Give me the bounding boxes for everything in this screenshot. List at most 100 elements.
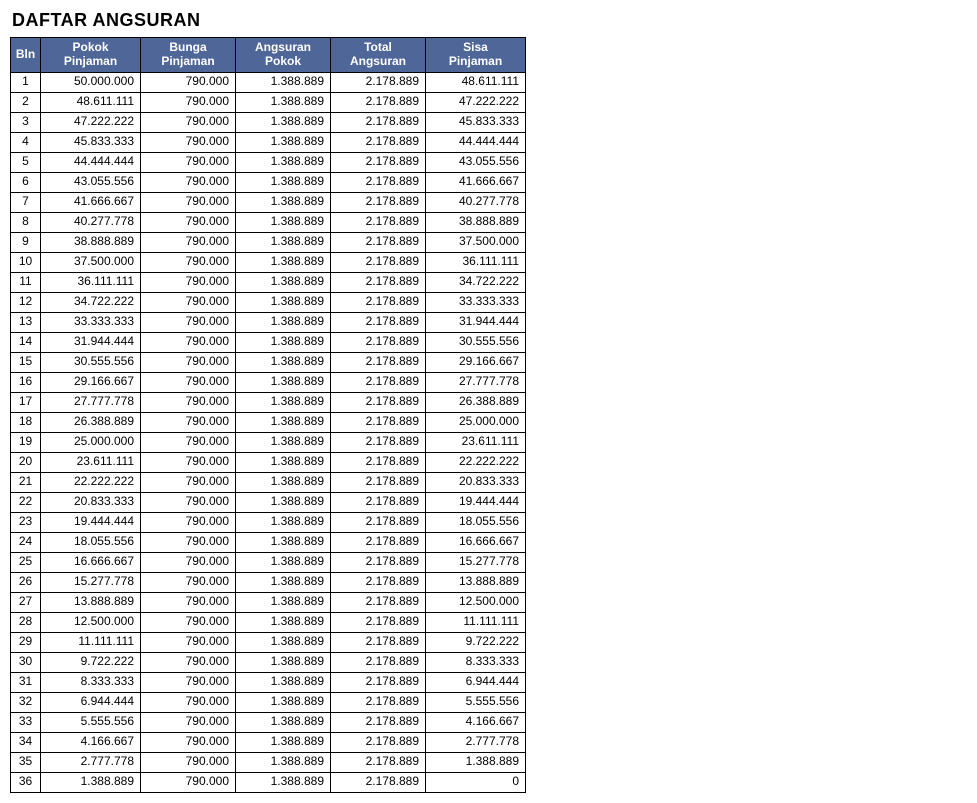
table-row: 318.333.333790.0001.388.8892.178.8896.94…: [11, 672, 526, 692]
cell-total_angsuran: 2.178.889: [331, 732, 426, 752]
cell-sisa_pinjaman: 11.111.111: [426, 612, 526, 632]
cell-total_angsuran: 2.178.889: [331, 352, 426, 372]
cell-sisa_pinjaman: 18.055.556: [426, 512, 526, 532]
cell-sisa_pinjaman: 27.777.778: [426, 372, 526, 392]
cell-bln: 3: [11, 112, 41, 132]
cell-angsuran_pokok: 1.388.889: [236, 572, 331, 592]
table-row: 1431.944.444790.0001.388.8892.178.88930.…: [11, 332, 526, 352]
cell-bln: 35: [11, 752, 41, 772]
cell-pokok_pinjaman: 30.555.556: [41, 352, 141, 372]
cell-bln: 22: [11, 492, 41, 512]
cell-total_angsuran: 2.178.889: [331, 592, 426, 612]
cell-sisa_pinjaman: 12.500.000: [426, 592, 526, 612]
cell-bunga_pinjaman: 790.000: [141, 292, 236, 312]
table-row: 2713.888.889790.0001.388.8892.178.88912.…: [11, 592, 526, 612]
cell-bunga_pinjaman: 790.000: [141, 392, 236, 412]
cell-sisa_pinjaman: 22.222.222: [426, 452, 526, 472]
amortization-table: Bln Pokok Pinjaman Bunga Pinjaman Angsur…: [10, 37, 526, 793]
cell-angsuran_pokok: 1.388.889: [236, 112, 331, 132]
cell-sisa_pinjaman: 13.888.889: [426, 572, 526, 592]
table-row: 2812.500.000790.0001.388.8892.178.88911.…: [11, 612, 526, 632]
cell-sisa_pinjaman: 19.444.444: [426, 492, 526, 512]
cell-bln: 5: [11, 152, 41, 172]
cell-angsuran_pokok: 1.388.889: [236, 632, 331, 652]
cell-bln: 11: [11, 272, 41, 292]
cell-pokok_pinjaman: 34.722.222: [41, 292, 141, 312]
cell-total_angsuran: 2.178.889: [331, 532, 426, 552]
cell-angsuran_pokok: 1.388.889: [236, 612, 331, 632]
cell-bunga_pinjaman: 790.000: [141, 212, 236, 232]
cell-sisa_pinjaman: 25.000.000: [426, 412, 526, 432]
cell-sisa_pinjaman: 41.666.667: [426, 172, 526, 192]
cell-bunga_pinjaman: 790.000: [141, 312, 236, 332]
table-row: 2615.277.778790.0001.388.8892.178.88913.…: [11, 572, 526, 592]
cell-total_angsuran: 2.178.889: [331, 392, 426, 412]
cell-bunga_pinjaman: 790.000: [141, 692, 236, 712]
cell-bln: 33: [11, 712, 41, 732]
cell-bln: 23: [11, 512, 41, 532]
table-row: 1234.722.222790.0001.388.8892.178.88933.…: [11, 292, 526, 312]
table-body: 150.000.000790.0001.388.8892.178.88948.6…: [11, 72, 526, 792]
cell-bln: 24: [11, 532, 41, 552]
cell-angsuran_pokok: 1.388.889: [236, 72, 331, 92]
cell-bunga_pinjaman: 790.000: [141, 552, 236, 572]
cell-bunga_pinjaman: 790.000: [141, 332, 236, 352]
cell-bln: 36: [11, 772, 41, 792]
cell-angsuran_pokok: 1.388.889: [236, 452, 331, 472]
header-label: Pinjaman: [449, 54, 502, 68]
cell-bunga_pinjaman: 790.000: [141, 492, 236, 512]
cell-bln: 21: [11, 472, 41, 492]
cell-bunga_pinjaman: 790.000: [141, 712, 236, 732]
cell-total_angsuran: 2.178.889: [331, 672, 426, 692]
cell-bunga_pinjaman: 790.000: [141, 452, 236, 472]
cell-angsuran_pokok: 1.388.889: [236, 272, 331, 292]
table-row: 2319.444.444790.0001.388.8892.178.88918.…: [11, 512, 526, 532]
cell-pokok_pinjaman: 20.833.333: [41, 492, 141, 512]
cell-total_angsuran: 2.178.889: [331, 572, 426, 592]
table-row: 150.000.000790.0001.388.8892.178.88948.6…: [11, 72, 526, 92]
cell-bln: 7: [11, 192, 41, 212]
header-label: Total: [364, 40, 392, 54]
cell-pokok_pinjaman: 2.777.778: [41, 752, 141, 772]
cell-bunga_pinjaman: 790.000: [141, 612, 236, 632]
table-row: 1333.333.333790.0001.388.8892.178.88931.…: [11, 312, 526, 332]
cell-angsuran_pokok: 1.388.889: [236, 252, 331, 272]
cell-bln: 2: [11, 92, 41, 112]
cell-total_angsuran: 2.178.889: [331, 492, 426, 512]
cell-total_angsuran: 2.178.889: [331, 292, 426, 312]
cell-pokok_pinjaman: 44.444.444: [41, 152, 141, 172]
cell-sisa_pinjaman: 36.111.111: [426, 252, 526, 272]
cell-bunga_pinjaman: 790.000: [141, 252, 236, 272]
page-title: DAFTAR ANGSURAN: [12, 10, 967, 31]
header-label: Angsuran: [255, 40, 311, 54]
cell-pokok_pinjaman: 40.277.778: [41, 212, 141, 232]
cell-pokok_pinjaman: 5.555.556: [41, 712, 141, 732]
cell-pokok_pinjaman: 36.111.111: [41, 272, 141, 292]
cell-angsuran_pokok: 1.388.889: [236, 592, 331, 612]
table-row: 309.722.222790.0001.388.8892.178.8898.33…: [11, 652, 526, 672]
header-angsuran-pokok: Angsuran Pokok: [236, 38, 331, 73]
cell-pokok_pinjaman: 27.777.778: [41, 392, 141, 412]
cell-pokok_pinjaman: 9.722.222: [41, 652, 141, 672]
cell-pokok_pinjaman: 25.000.000: [41, 432, 141, 452]
cell-sisa_pinjaman: 37.500.000: [426, 232, 526, 252]
cell-angsuran_pokok: 1.388.889: [236, 752, 331, 772]
table-row: 1629.166.667790.0001.388.8892.178.88927.…: [11, 372, 526, 392]
table-row: 1530.555.556790.0001.388.8892.178.88929.…: [11, 352, 526, 372]
cell-total_angsuran: 2.178.889: [331, 652, 426, 672]
header-label: Bln: [16, 47, 35, 61]
cell-sisa_pinjaman: 40.277.778: [426, 192, 526, 212]
cell-angsuran_pokok: 1.388.889: [236, 692, 331, 712]
cell-pokok_pinjaman: 33.333.333: [41, 312, 141, 332]
cell-total_angsuran: 2.178.889: [331, 92, 426, 112]
header-label: Bunga: [169, 40, 206, 54]
cell-pokok_pinjaman: 47.222.222: [41, 112, 141, 132]
cell-sisa_pinjaman: 5.555.556: [426, 692, 526, 712]
cell-total_angsuran: 2.178.889: [331, 472, 426, 492]
cell-total_angsuran: 2.178.889: [331, 452, 426, 472]
cell-pokok_pinjaman: 15.277.778: [41, 572, 141, 592]
table-row: 2220.833.333790.0001.388.8892.178.88919.…: [11, 492, 526, 512]
cell-sisa_pinjaman: 6.944.444: [426, 672, 526, 692]
cell-total_angsuran: 2.178.889: [331, 752, 426, 772]
cell-pokok_pinjaman: 13.888.889: [41, 592, 141, 612]
